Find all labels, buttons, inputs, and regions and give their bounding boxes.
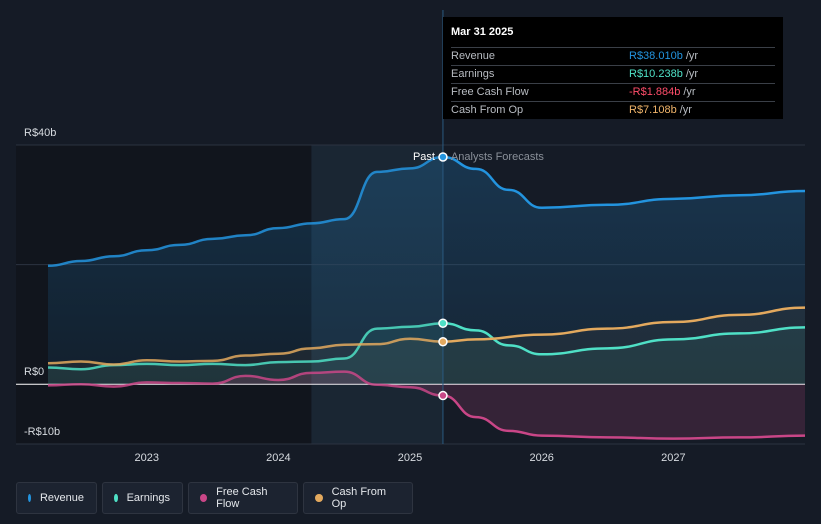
tooltip-value: R$38.010b bbox=[629, 50, 683, 62]
x-tick-label: 2025 bbox=[398, 452, 422, 464]
legend-label: Revenue bbox=[39, 492, 84, 504]
tooltip-row-earnings: Earnings R$10.238b /yr bbox=[451, 65, 775, 83]
tooltip-label: Earnings bbox=[451, 68, 495, 80]
x-tick-label: 2024 bbox=[266, 452, 290, 464]
series-line-past-0 bbox=[47, 155, 444, 268]
series-line-forecast-0 bbox=[442, 155, 806, 210]
series-area-1 bbox=[48, 323, 805, 385]
tooltip-row-free-cash-flow: Free Cash Flow -R$1.884b /yr bbox=[451, 83, 775, 101]
y-tick-label: -R$10b bbox=[24, 426, 60, 438]
legend-dot-icon bbox=[28, 494, 31, 502]
series-marker-1 bbox=[438, 318, 448, 328]
legend: Revenue Earnings Free Cash Flow Cash Fro… bbox=[16, 482, 418, 514]
y-axis-labels: R$40b R$0 -R$10b bbox=[24, 127, 60, 438]
forecast-label: Analysts Forecasts bbox=[451, 151, 544, 163]
legend-dot-icon bbox=[114, 494, 118, 502]
series-area-2 bbox=[48, 371, 805, 439]
series-line-forecast-1 bbox=[442, 321, 806, 356]
legend-item-free-cash-flow[interactable]: Free Cash Flow bbox=[188, 482, 298, 514]
tooltip-date: Mar 31 2025 bbox=[451, 26, 514, 38]
legend-label: Free Cash Flow bbox=[216, 486, 268, 510]
tooltip-value: -R$1.884b bbox=[629, 86, 681, 98]
tooltip: Mar 31 2025 Revenue R$38.010b /yr Earnin… bbox=[443, 17, 783, 119]
tooltip-unit: /yr bbox=[685, 68, 699, 80]
legend-label: Cash From Op bbox=[331, 486, 386, 510]
x-axis-labels: 2023 2024 2025 2026 2027 bbox=[134, 452, 685, 464]
x-tick-label: 2027 bbox=[661, 452, 685, 464]
tooltip-label: Revenue bbox=[451, 50, 496, 62]
past-label: Past bbox=[413, 151, 435, 163]
series-line-past-3 bbox=[47, 337, 443, 366]
series-line-forecast-2 bbox=[442, 394, 806, 440]
divider-markers bbox=[438, 152, 448, 401]
series-line-forecast-3 bbox=[442, 306, 806, 343]
legend-dot-icon bbox=[200, 494, 208, 502]
x-tick-label: 2026 bbox=[529, 452, 553, 464]
tooltip-unit: /yr bbox=[685, 50, 699, 62]
tooltip-value: R$7.108b bbox=[629, 104, 677, 116]
y-tick-label: R$40b bbox=[24, 127, 56, 139]
tooltip-value: R$10.238b bbox=[629, 68, 683, 80]
tooltip-row-revenue: Revenue R$38.010b /yr bbox=[451, 47, 775, 65]
legend-item-cash-from-op[interactable]: Cash From Op bbox=[303, 482, 413, 514]
y-tick-label: R$0 bbox=[24, 366, 44, 378]
tooltip-label: Free Cash Flow bbox=[451, 86, 529, 98]
legend-dot-icon bbox=[315, 494, 323, 502]
tooltip-row-cash-from-op: Cash From Op R$7.108b /yr bbox=[451, 101, 775, 119]
series-marker-3 bbox=[438, 336, 448, 347]
tooltip-label: Cash From Op bbox=[451, 104, 524, 116]
series-marker-2 bbox=[438, 390, 448, 401]
tooltip-unit: /yr bbox=[679, 104, 692, 116]
legend-item-revenue[interactable]: Revenue bbox=[16, 482, 97, 514]
series-lines bbox=[47, 155, 806, 440]
tooltip-unit: /yr bbox=[683, 86, 696, 98]
series-line-past-2 bbox=[47, 370, 443, 397]
x-tick-label: 2023 bbox=[134, 452, 158, 464]
series-marker-0 bbox=[438, 152, 448, 162]
legend-item-earnings[interactable]: Earnings bbox=[102, 482, 183, 514]
legend-label: Earnings bbox=[126, 492, 170, 504]
